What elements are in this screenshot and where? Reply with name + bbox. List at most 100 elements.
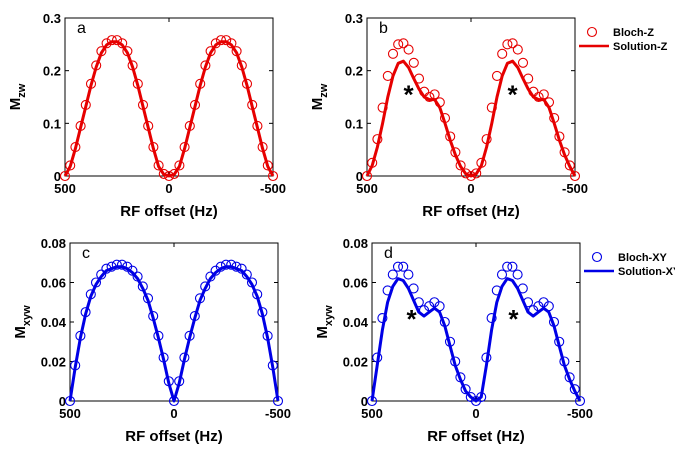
data-point [215, 35, 227, 46]
y-tick-label: 0.2 [43, 64, 61, 79]
annotation-asterisk: * [508, 304, 519, 334]
legend-entry: Bloch-Z [613, 27, 654, 39]
data-point [465, 170, 477, 182]
data-point [59, 170, 71, 182]
series-line-solution-xy [370, 277, 582, 403]
x-tick-label: -500 [562, 181, 588, 196]
y-axis-title: Mzw [7, 83, 28, 110]
data-point [226, 259, 237, 270]
y-axis-title: Mxyw [314, 305, 335, 339]
legend: Bloch-Z Solution-Z [579, 26, 668, 53]
y-axis-title-sub: xyw [21, 305, 33, 326]
data-point [111, 259, 122, 270]
series-line-solution-z [365, 59, 577, 178]
data-point [455, 160, 466, 171]
data-point [403, 44, 414, 55]
y-tick-label: 0.08 [41, 236, 66, 251]
x-tick-label: -500 [567, 406, 593, 421]
data-point [574, 395, 586, 407]
y-axis-title: Mxyw [12, 305, 33, 339]
x-tick-label: 500 [356, 181, 378, 196]
y-axis-title-main: M [309, 98, 326, 111]
data-point [398, 261, 409, 272]
y-axis-title: Mzw [309, 83, 330, 110]
data-point [106, 35, 117, 46]
data-point [460, 168, 471, 179]
y-axis-title-main: M [314, 326, 331, 339]
data-point [387, 269, 398, 280]
data-point [408, 57, 419, 68]
data-point [387, 48, 399, 59]
y-tick-label: 0.04 [41, 315, 67, 330]
y-tick-label: 0.2 [345, 64, 363, 79]
data-point [220, 259, 232, 270]
series-markers-bloch-xy [366, 261, 586, 407]
x-axis-title: RF offset (Hz) [427, 428, 525, 445]
data-point [65, 160, 76, 171]
x-axis-title: RF offset (Hz) [125, 428, 223, 445]
data-point [502, 261, 513, 272]
axes-box [366, 17, 576, 177]
y-tick-label: 0.06 [41, 276, 66, 291]
legend-entry: Solution-XY [618, 266, 675, 278]
annotation-asterisk: * [404, 80, 415, 110]
y-tick-label: 0.04 [343, 315, 369, 330]
axes-box [371, 242, 581, 402]
data-point [460, 384, 471, 395]
x-tick-label: 500 [54, 181, 76, 196]
data-point [174, 160, 185, 171]
data-point [429, 89, 440, 100]
y-tick-label: 0.3 [345, 11, 363, 26]
series-markers-bloch-z [59, 35, 279, 182]
x-tick-label: -500 [260, 181, 286, 196]
data-point [116, 259, 128, 270]
legend-entry: Solution-Z [613, 41, 668, 53]
data-point [496, 269, 508, 280]
data-point [267, 170, 279, 182]
panel-letter: a [77, 20, 86, 37]
data-point [497, 48, 508, 59]
panel-letter: d [384, 245, 393, 262]
legend: Bloch-XY Solution-XY [584, 251, 675, 278]
data-point [538, 89, 549, 100]
y-tick-label: 0 [361, 394, 368, 409]
x-tick-label: 0 [165, 181, 172, 196]
y-tick-label: 0.1 [345, 116, 363, 131]
data-point [569, 170, 581, 182]
data-point [153, 160, 164, 171]
series-line-solution-xy [68, 265, 280, 403]
y-axis-title-main: M [7, 98, 24, 111]
x-tick-label: 0 [467, 181, 474, 196]
y-axis-title-sub: xyw [323, 305, 335, 326]
y-axis-title-main: M [12, 326, 29, 339]
x-axis-title: RF offset (Hz) [120, 203, 218, 220]
y-tick-label: 0 [356, 169, 363, 184]
series-markers-bloch-z [361, 38, 581, 182]
annotation-asterisk: * [508, 80, 519, 110]
y-tick-label: 0.02 [343, 355, 368, 370]
y-tick-label: 0 [59, 394, 66, 409]
data-point [517, 57, 529, 68]
y-tick-label: 0.3 [43, 11, 61, 26]
panel-letter: c [82, 245, 90, 262]
data-point [564, 160, 575, 171]
y-axis-title-sub: zw [16, 83, 28, 98]
y-tick-label: 0.08 [343, 236, 368, 251]
data-point [507, 38, 518, 49]
y-tick-label: 0 [54, 169, 61, 184]
legend-marker-swatch [586, 26, 598, 38]
x-tick-label: 500 [361, 406, 383, 421]
data-point [158, 168, 169, 179]
x-tick-label: 0 [472, 406, 479, 421]
data-point [512, 269, 523, 280]
data-point [393, 39, 404, 50]
data-point [507, 261, 518, 272]
data-point [512, 44, 523, 55]
data-point [392, 261, 404, 272]
x-tick-label: 0 [170, 406, 177, 421]
data-point [403, 269, 414, 280]
legend-entry: Bloch-XY [618, 252, 668, 264]
